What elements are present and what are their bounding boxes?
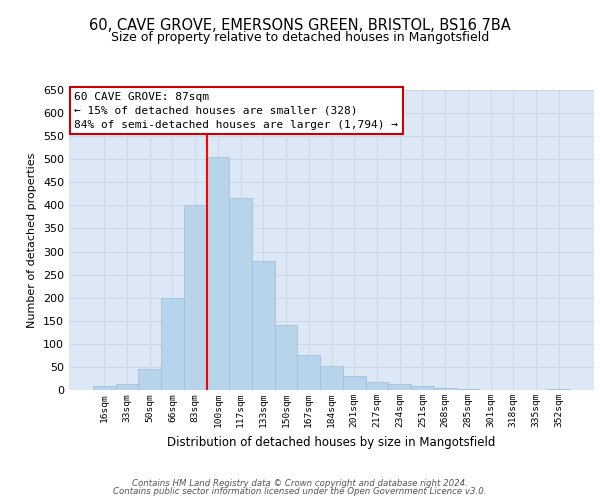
Text: Contains HM Land Registry data © Crown copyright and database right 2024.: Contains HM Land Registry data © Crown c… bbox=[132, 478, 468, 488]
Bar bbox=[298, 356, 320, 390]
Bar bbox=[93, 386, 116, 390]
Text: 60, CAVE GROVE, EMERSONS GREEN, BRISTOL, BS16 7BA: 60, CAVE GROVE, EMERSONS GREEN, BRISTOL,… bbox=[89, 18, 511, 32]
Bar bbox=[365, 382, 388, 390]
Bar bbox=[457, 389, 479, 390]
Bar bbox=[161, 298, 184, 390]
Bar bbox=[229, 198, 252, 390]
Y-axis label: Number of detached properties: Number of detached properties bbox=[28, 152, 37, 328]
Bar bbox=[184, 206, 206, 390]
Bar bbox=[252, 261, 275, 390]
Bar bbox=[116, 384, 139, 390]
Text: Contains public sector information licensed under the Open Government Licence v3: Contains public sector information licen… bbox=[113, 487, 487, 496]
Text: Size of property relative to detached houses in Mangotsfield: Size of property relative to detached ho… bbox=[111, 32, 489, 44]
Bar bbox=[275, 326, 298, 390]
Bar bbox=[206, 157, 229, 390]
X-axis label: Distribution of detached houses by size in Mangotsfield: Distribution of detached houses by size … bbox=[167, 436, 496, 448]
Text: 60 CAVE GROVE: 87sqm
← 15% of detached houses are smaller (328)
84% of semi-deta: 60 CAVE GROVE: 87sqm ← 15% of detached h… bbox=[74, 92, 398, 130]
Bar bbox=[343, 376, 365, 390]
Bar bbox=[388, 384, 411, 390]
Bar bbox=[434, 388, 457, 390]
Bar bbox=[320, 366, 343, 390]
Bar bbox=[547, 389, 570, 390]
Bar bbox=[139, 369, 161, 390]
Bar bbox=[411, 386, 434, 390]
